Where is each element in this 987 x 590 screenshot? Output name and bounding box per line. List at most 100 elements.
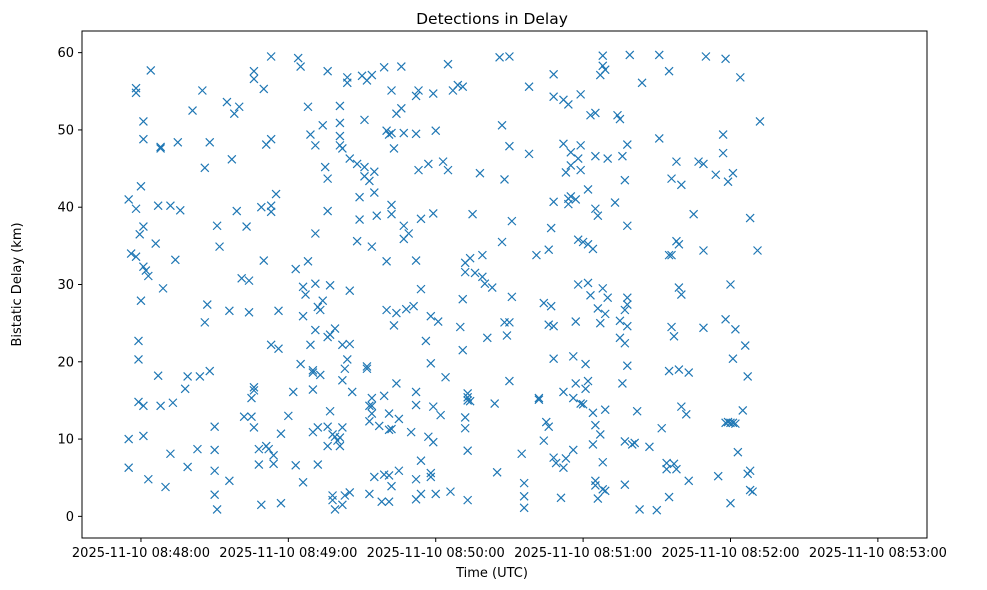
data-point <box>134 397 143 407</box>
data-point <box>138 117 148 126</box>
data-point <box>254 444 264 454</box>
data-point <box>396 103 406 113</box>
data-point <box>369 188 379 197</box>
data-point <box>330 324 340 333</box>
data-point <box>507 292 517 302</box>
data-point <box>310 325 320 335</box>
data-point <box>276 498 286 508</box>
data-point <box>141 266 151 276</box>
data-point <box>242 222 252 231</box>
data-point <box>124 463 134 473</box>
data-point <box>667 322 676 332</box>
data-point <box>337 500 347 510</box>
data-point <box>600 65 610 75</box>
data-point <box>210 466 220 476</box>
data-point <box>637 78 647 88</box>
y-tick-label: 40 <box>57 201 74 216</box>
data-point <box>389 321 399 330</box>
data-point <box>352 159 362 169</box>
x-axis: 2025-11-10 08:48:00 2025-11-10 08:49:00 20… <box>72 538 947 561</box>
data-point <box>367 401 377 411</box>
data-point <box>136 181 146 191</box>
data-point <box>387 86 396 95</box>
data-point <box>136 296 146 306</box>
data-point <box>362 361 372 371</box>
data-point <box>399 221 409 231</box>
data-point <box>345 154 355 163</box>
data-point <box>153 371 163 381</box>
data-point <box>266 134 276 144</box>
data-point <box>156 401 166 411</box>
data-points <box>124 50 765 515</box>
data-point <box>598 283 608 293</box>
data-point <box>622 221 632 231</box>
data-point <box>603 293 613 303</box>
data-point <box>387 481 396 491</box>
data-point <box>387 209 396 219</box>
data-point <box>593 494 603 504</box>
data-point <box>249 382 259 392</box>
data-point <box>259 256 269 265</box>
data-point <box>411 256 421 265</box>
data-point <box>519 491 529 501</box>
data-point <box>539 436 549 446</box>
data-point <box>446 487 455 497</box>
data-point <box>323 206 333 216</box>
data-point <box>718 130 728 139</box>
data-point <box>396 62 406 71</box>
data-point <box>330 504 340 514</box>
data-point <box>166 201 175 211</box>
data-point <box>337 375 347 385</box>
x-tick-label: 2025-11-10 08:50:00 <box>367 546 505 561</box>
data-point <box>576 89 586 99</box>
data-point <box>534 395 544 405</box>
data-point <box>676 402 686 412</box>
data-point <box>414 165 423 175</box>
data-point <box>755 117 765 126</box>
data-point <box>205 366 215 376</box>
data-point <box>382 126 392 136</box>
data-point <box>672 157 681 167</box>
data-point <box>590 420 600 430</box>
data-point <box>369 472 379 482</box>
data-point <box>681 409 691 419</box>
data-point <box>573 154 583 163</box>
data-point <box>519 478 529 488</box>
data-point <box>345 339 355 349</box>
data-point <box>654 50 664 60</box>
data-point <box>328 495 337 505</box>
data-point <box>738 406 748 415</box>
data-point <box>428 208 438 218</box>
data-point <box>124 434 134 444</box>
data-point <box>583 278 593 288</box>
data-point <box>487 283 497 293</box>
data-point <box>576 399 586 408</box>
data-point <box>740 341 750 350</box>
data-point <box>335 101 345 111</box>
y-tick-label: 50 <box>57 123 74 138</box>
data-point <box>544 320 554 330</box>
data-point <box>188 106 197 116</box>
data-point <box>222 97 232 107</box>
data-point <box>753 246 762 255</box>
plot-border <box>81 30 928 539</box>
data-point <box>205 137 215 147</box>
data-point <box>620 338 630 348</box>
data-point <box>600 486 610 496</box>
data-point <box>745 213 755 223</box>
data-point <box>718 148 728 158</box>
x-axis-label: Time (UTC) <box>455 566 528 581</box>
data-point <box>283 411 293 421</box>
data-point <box>730 324 740 334</box>
data-point <box>298 311 308 321</box>
data-point <box>689 209 699 219</box>
data-point <box>595 430 605 439</box>
data-point <box>620 436 630 446</box>
data-point <box>409 301 419 311</box>
data-point <box>519 503 529 513</box>
data-point <box>249 66 259 76</box>
y-tick-label: 30 <box>57 278 74 293</box>
data-point <box>323 174 333 184</box>
data-point <box>669 459 679 469</box>
data-point <box>549 354 559 364</box>
